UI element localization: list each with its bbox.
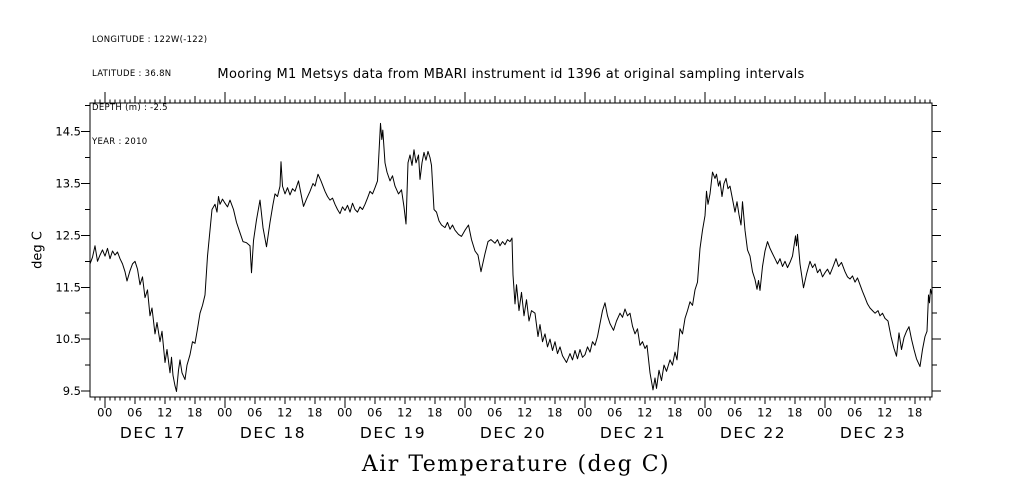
y-tick-label: 9.5: [63, 384, 81, 398]
metadata-depth: DEPTH (m) : -2.5: [92, 103, 168, 114]
x-hour-tick-label: 18: [427, 406, 443, 420]
x-hour-tick-label: 12: [877, 406, 893, 420]
metadata-block: LONGITUDE : 122W(-122) LATITUDE : 36.8N …: [92, 12, 207, 172]
y-tick-label: 10.5: [55, 332, 81, 346]
x-hour-tick-label: 00: [337, 406, 353, 420]
metadata-longitude: LONGITUDE : 122W(-122): [92, 34, 208, 45]
x-hour-tick-label: 00: [97, 406, 113, 420]
plot-frame: [89, 102, 933, 398]
x-hour-tick-label: 00: [217, 406, 233, 420]
x-hour-tick-label: 06: [727, 406, 743, 420]
y-tick-label: 12.5: [55, 228, 81, 242]
x-hour-tick-label: 06: [247, 406, 263, 420]
x-hour-tick-label: 18: [187, 406, 203, 420]
x-hour-tick-label: 00: [457, 406, 473, 420]
chart-title: Mooring M1 Metsys data from MBARI instru…: [217, 67, 805, 82]
metadata-latitude: LATITUDE : 36.8N: [92, 69, 172, 80]
x-hour-tick-label: 00: [697, 406, 713, 420]
x-hour-tick-label: 18: [547, 406, 563, 420]
x-hour-tick-label: 06: [607, 406, 623, 420]
metadata-year: YEAR : 2010: [92, 137, 148, 148]
y-tick-label: 14.5: [55, 125, 81, 139]
x-hour-tick-label: 12: [517, 406, 533, 420]
x-day-label: DEC 21: [600, 424, 666, 442]
x-hour-tick-label: 18: [907, 406, 923, 420]
x-day-label: DEC 22: [720, 424, 786, 442]
x-day-label: DEC 17: [120, 424, 186, 442]
x-hour-tick-label: 12: [397, 406, 413, 420]
x-hour-tick-label: 18: [667, 406, 683, 420]
x-hour-tick-label: 06: [487, 406, 503, 420]
x-day-label: DEC 19: [360, 424, 426, 442]
x-axis-title: Air Temperature (deg C): [361, 452, 671, 477]
x-hour-tick-label: 06: [127, 406, 143, 420]
x-hour-tick-label: 00: [577, 406, 593, 420]
y-tick-label: 11.5: [55, 280, 81, 294]
x-hour-tick-label: 12: [637, 406, 653, 420]
temperature-line: [89, 122, 933, 392]
x-hour-tick-label: 06: [367, 406, 383, 420]
x-hour-tick-label: 12: [157, 406, 173, 420]
x-hour-tick-label: 06: [847, 406, 863, 420]
x-hour-tick-label: 12: [757, 406, 773, 420]
x-hour-tick-label: 18: [307, 406, 323, 420]
x-day-label: DEC 18: [240, 424, 306, 442]
x-hour-tick-label: 18: [787, 406, 803, 420]
x-hour-tick-label: 12: [277, 406, 293, 420]
x-day-label: DEC 23: [840, 424, 906, 442]
y-tick-label: 13.5: [55, 177, 81, 191]
x-day-label: DEC 20: [480, 424, 546, 442]
x-hour-tick-label: 00: [817, 406, 833, 420]
